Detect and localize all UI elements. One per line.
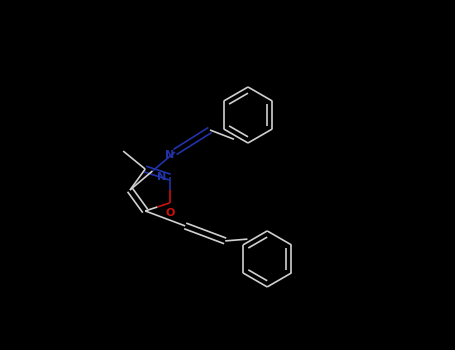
Text: N: N — [157, 172, 167, 182]
Text: O: O — [165, 208, 174, 218]
Text: N: N — [165, 150, 175, 160]
